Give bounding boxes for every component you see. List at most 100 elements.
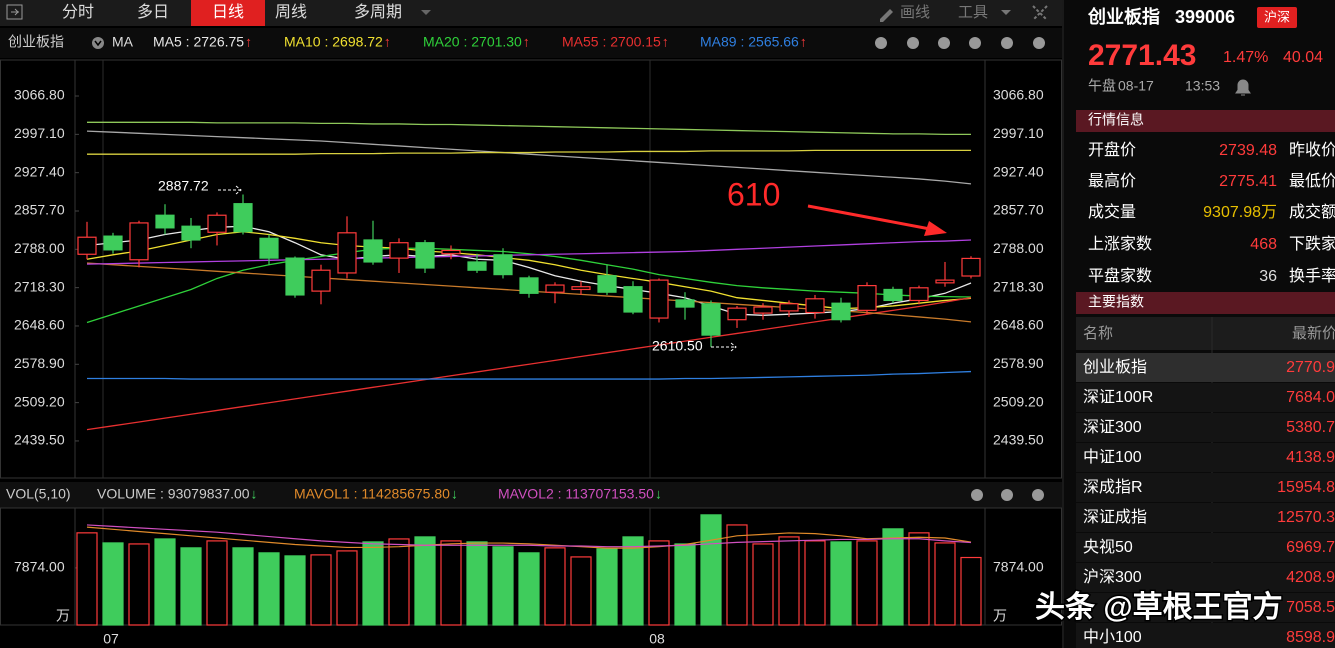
ma-line [87, 121, 971, 136]
tab[interactable]: 分时 [62, 3, 94, 21]
section-bar [1076, 110, 1335, 132]
index-name: 创业板指 [1083, 358, 1147, 376]
index-price: 4208.9 [1286, 569, 1335, 586]
index-row-bg[interactable] [1076, 443, 1335, 472]
y-tick-label-right: 2788.00 [993, 240, 1044, 256]
quote-time: 13:53 [1185, 78, 1220, 94]
indicator-name: MA [112, 34, 134, 50]
index-row-bg[interactable] [1076, 473, 1335, 502]
legend-arrow: ↑ [384, 34, 391, 50]
index-row-bg[interactable] [1076, 353, 1335, 382]
indicator-toggle[interactable] [92, 37, 104, 49]
candle-body [311, 269, 331, 292]
candle-body [519, 277, 539, 294]
candle-body [623, 286, 643, 313]
volume-bar [804, 540, 826, 626]
tab[interactable]: 日线 [212, 3, 244, 21]
volume-bar [674, 543, 696, 626]
market-tag-text: 沪深 [1264, 9, 1290, 24]
candle-body [493, 254, 513, 276]
index-row-bg[interactable] [1076, 503, 1335, 532]
chart-tool-icon[interactable] [1033, 37, 1045, 49]
volume-tool-icon[interactable] [971, 489, 983, 501]
index-price: 12570.3 [1277, 509, 1335, 526]
index-row-bg[interactable] [1076, 623, 1335, 648]
index-price: 5380.7 [1286, 419, 1335, 436]
chart-tool-icon[interactable] [1001, 37, 1013, 49]
tool-button[interactable]: 画线 [900, 4, 930, 21]
volume-legend-item: VOLUME : 93079837.00 [97, 486, 250, 502]
chart-tool-icon[interactable] [938, 37, 950, 49]
index-row-bg[interactable] [1076, 383, 1335, 412]
candle-body [675, 299, 695, 308]
chart-tool-icon[interactable] [875, 37, 887, 49]
tool-button[interactable]: 工具 [958, 4, 988, 21]
alert-bell[interactable] [1235, 79, 1251, 96]
volume-bar [440, 540, 462, 626]
candle-body [961, 257, 981, 277]
y-tick-label: 2439.50 [14, 432, 65, 448]
volume-bar [414, 536, 436, 626]
quote-pct: 1.47% [1223, 49, 1268, 66]
volume-bar [596, 548, 618, 626]
volume-bar [518, 552, 540, 626]
volume-bar [700, 514, 722, 626]
quote-label: 最高价 [1088, 172, 1136, 190]
index-row-bg[interactable] [1076, 533, 1335, 562]
candle-body [467, 261, 487, 271]
volume-tool-icon[interactable] [1032, 489, 1044, 501]
y-tick-label: 2578.90 [14, 355, 65, 371]
legend-item: MA5 : 2726.75 [153, 34, 244, 50]
volume-bar [856, 540, 878, 626]
main-plot [77, 121, 981, 431]
tab[interactable]: 多日 [137, 3, 169, 21]
volume-legend-arrow: ↓ [251, 486, 258, 502]
section-title: 主要指数 [1088, 294, 1144, 310]
red-arrow-shaft [807, 204, 931, 231]
menu-icon[interactable] [6, 4, 23, 20]
chart-tool-icon[interactable] [969, 37, 981, 49]
tab[interactable]: 周线 [275, 3, 307, 21]
y-tick-label-right: 2578.90 [993, 355, 1044, 371]
y-tick-label: 2788.00 [14, 240, 65, 256]
quote-value: 9307.98万 [1203, 204, 1277, 221]
index-name: 深成指R [1083, 478, 1143, 496]
y-tick-label-right: 2648.60 [993, 317, 1044, 333]
watermark: 头条 @草根王官方 [1035, 590, 1283, 624]
close-icon[interactable] [1032, 5, 1048, 21]
quote-value: 2739.48 [1219, 142, 1277, 159]
market-tag [1257, 7, 1297, 28]
volume-tick-label-right: 7874.00 [993, 559, 1044, 575]
candle-body [805, 298, 825, 314]
volume-legend-arrow: ↓ [655, 486, 662, 502]
dropdown-caret [421, 10, 431, 15]
index-row-bg[interactable] [1076, 593, 1335, 622]
index-row-bg[interactable] [1076, 413, 1335, 442]
y-tick-label: 2509.20 [14, 393, 65, 409]
index-price: 15954.8 [1277, 479, 1335, 496]
y-tick-label: 2997.10 [14, 125, 65, 141]
ma-line [87, 149, 971, 155]
y-tick-label: 2648.60 [14, 317, 65, 333]
chart-tool-icon[interactable] [907, 37, 919, 49]
volume-bar [128, 543, 150, 626]
quote-name: 创业板指 [1087, 6, 1160, 27]
tab[interactable]: 多周期 [354, 3, 402, 21]
quote-label-2: 昨收价 [1289, 141, 1335, 159]
y-tick-label-right: 2997.10 [993, 125, 1044, 141]
candle-body [337, 232, 357, 274]
index-name: 深证100R [1083, 388, 1153, 406]
quote-price: 2771.43 [1088, 39, 1196, 72]
candle-body [363, 239, 383, 263]
table-header: 最新价 [1292, 325, 1335, 342]
index-price: 2770.9 [1286, 359, 1335, 376]
y-tick-label-right: 3066.80 [993, 87, 1044, 103]
volume-bar [336, 550, 358, 626]
side-panel: 创业板指 399006 沪深 2771.43 1.47% 40.04 午盘 08-17 13:5… [1076, 6, 1335, 648]
volume-tool-icon[interactable] [1001, 489, 1013, 501]
volume-bar [180, 547, 202, 626]
red-arrow-head [924, 221, 947, 236]
volume-legend-item: MAVOL1 : 114285675.80 [294, 486, 450, 502]
quote-change: 40.04 [1283, 49, 1323, 66]
index-row-bg[interactable] [1076, 563, 1335, 592]
